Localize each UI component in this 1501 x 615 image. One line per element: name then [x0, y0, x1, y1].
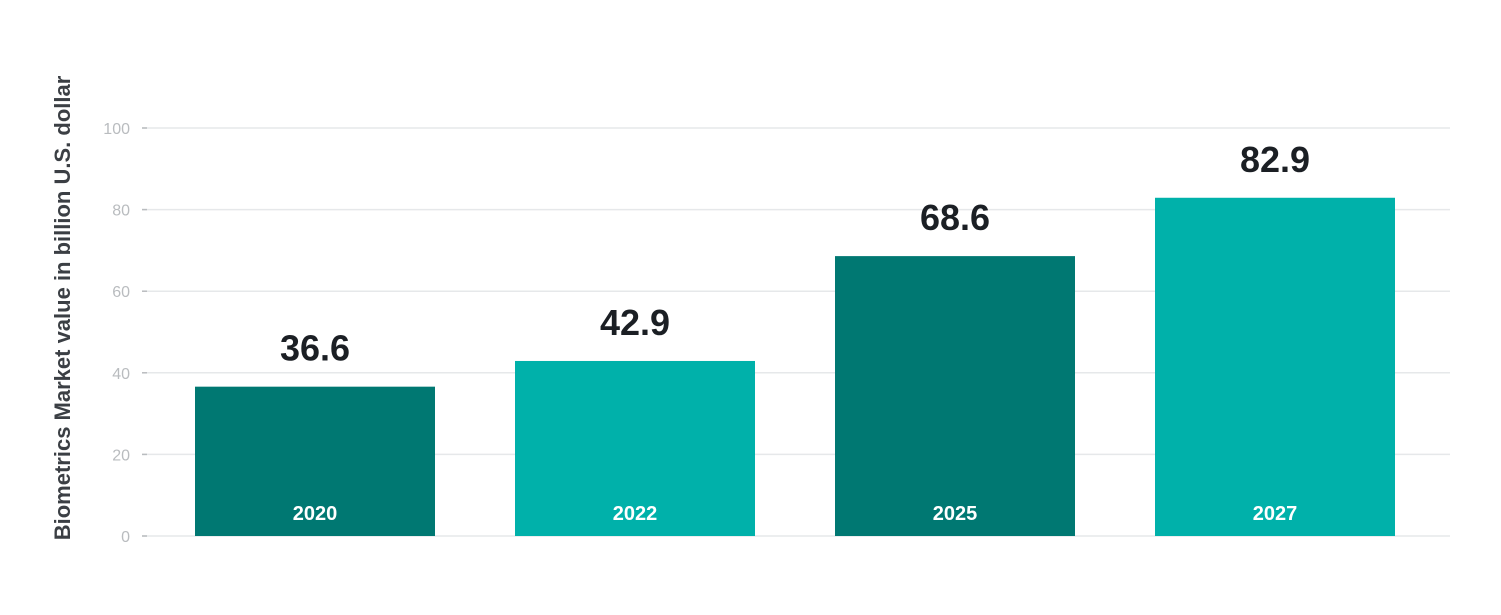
data-label-2027: 82.9: [1240, 139, 1310, 180]
y-tick-label: 20: [112, 447, 130, 464]
y-axis-label: Biometrics Market value in billion U.S. …: [50, 75, 75, 540]
y-axis-ticks: 0 20 40 60 80 100: [103, 121, 147, 546]
bar-2025: [835, 256, 1075, 536]
data-labels: 36.6 42.9 68.6 82.9: [280, 139, 1310, 369]
y-tick-label: 40: [112, 366, 130, 383]
bar-2027: [1155, 197, 1395, 536]
y-tick-label: 100: [103, 121, 130, 138]
category-label-2027: 2027: [1253, 503, 1298, 525]
category-labels: 2020 2022 2025 2027: [293, 503, 1298, 525]
data-label-2025: 68.6: [920, 197, 990, 238]
bar-2022: [515, 360, 755, 536]
category-label-2025: 2025: [933, 503, 978, 525]
bar-2020: [195, 386, 435, 536]
category-label-2022: 2022: [613, 503, 658, 525]
y-tick-label: 0: [121, 529, 130, 546]
category-label-2020: 2020: [293, 503, 338, 525]
y-tick-label: 60: [112, 284, 130, 301]
y-tick-label: 80: [112, 203, 130, 220]
data-label-2020: 36.6: [280, 328, 350, 369]
data-label-2022: 42.9: [600, 302, 670, 343]
bars: [195, 197, 1395, 536]
